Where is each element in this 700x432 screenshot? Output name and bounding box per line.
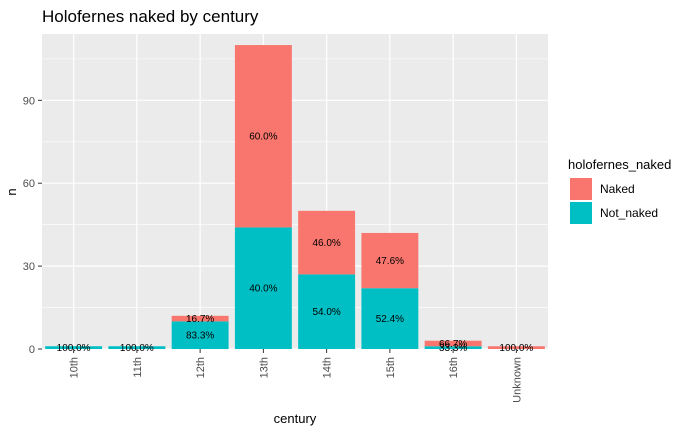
x-axis-title: century bbox=[274, 411, 317, 426]
bar-label: 66.7% bbox=[439, 339, 467, 350]
bar-not-naked-16th bbox=[424, 346, 482, 349]
bar-not-naked-12th bbox=[171, 321, 229, 349]
bar-not-naked-15th bbox=[361, 288, 419, 349]
y-tick-label: 30 bbox=[23, 261, 35, 273]
bar-naked-14th bbox=[298, 210, 356, 275]
bar-label: 52.4% bbox=[376, 314, 404, 325]
x-tick-label: 12th bbox=[195, 357, 207, 378]
y-axis-title: n bbox=[4, 188, 19, 195]
bar-label: 54.0% bbox=[312, 307, 340, 318]
bars bbox=[45, 45, 545, 349]
x-tick-label: 11th bbox=[132, 357, 144, 378]
plot-panel bbox=[42, 34, 548, 349]
bar-label: 46.0% bbox=[312, 238, 340, 249]
legend-label-naked: Naked bbox=[600, 182, 635, 196]
bar-not-naked-10th bbox=[45, 346, 103, 349]
bar-naked-15th bbox=[361, 232, 419, 289]
bar-label: 33.3% bbox=[439, 343, 467, 354]
bar-not-naked-11th bbox=[108, 346, 166, 349]
legend-title: holofernes_naked bbox=[568, 157, 671, 172]
x-tick-label: 13th bbox=[258, 357, 270, 378]
legend-label-not-naked: Not_naked bbox=[600, 206, 658, 220]
x-tick-label: 10th bbox=[69, 357, 81, 378]
bar-label: 60.0% bbox=[249, 132, 277, 143]
chart-title: Holofernes naked by century bbox=[42, 7, 259, 26]
bar-naked-16th bbox=[424, 340, 482, 347]
bar-label: 16.7% bbox=[186, 314, 214, 325]
bar-naked-13th bbox=[234, 45, 292, 228]
bar-naked-12th bbox=[171, 315, 229, 322]
y-axis: 0 30 60 90 bbox=[23, 95, 42, 356]
x-tick-label: 16th bbox=[448, 357, 460, 378]
x-tick-label: 14th bbox=[322, 357, 334, 378]
y-tick-label: 0 bbox=[29, 344, 35, 356]
y-tick-label: 60 bbox=[23, 178, 35, 190]
bar-label: 83.3% bbox=[186, 331, 214, 342]
bar-labels: 100.0% 100.0% 83.3% 16.7% 40.0% 60.0% 54.0% 46.… bbox=[57, 132, 534, 354]
x-tick-label: 15th bbox=[385, 357, 397, 378]
bar-label: 100.0% bbox=[120, 343, 154, 354]
y-tick-label: 90 bbox=[23, 95, 35, 107]
bar-not-naked-13th bbox=[234, 227, 292, 349]
legend-key-naked bbox=[570, 178, 592, 200]
bar-label: 40.0% bbox=[249, 284, 277, 295]
legend-key-not-naked bbox=[570, 202, 592, 224]
legend: holofernes_naked Naked Not_naked bbox=[568, 157, 671, 224]
bar-naked-unknown bbox=[487, 346, 545, 349]
bar-label: 47.6% bbox=[376, 256, 404, 267]
bar-label: 100.0% bbox=[57, 343, 91, 354]
x-tick-label: Unknown bbox=[511, 357, 523, 403]
bar-not-naked-14th bbox=[298, 274, 356, 349]
x-axis: 10th 11th 12th 13th 14th 15th 16th Unknown bbox=[69, 349, 523, 403]
bar-label: 100.0% bbox=[499, 343, 533, 354]
